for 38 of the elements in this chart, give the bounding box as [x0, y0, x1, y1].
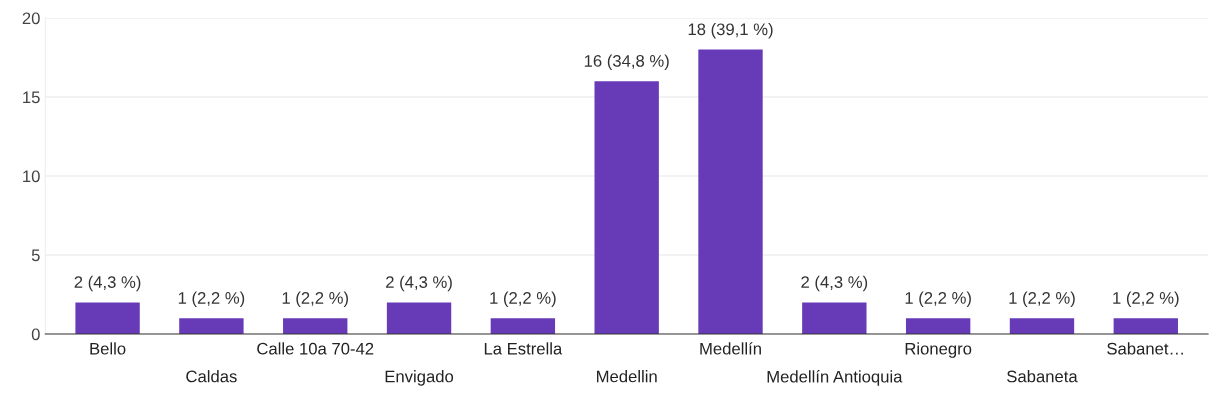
data-label: 1 (2,2 %) — [1113, 291, 1179, 308]
x-tick-label: Rionegro — [905, 342, 972, 358]
bar — [698, 49, 763, 334]
bar — [1009, 318, 1075, 334]
x-tick-label: Bello — [90, 342, 126, 355]
x-tick-label: Medellín — [700, 342, 761, 355]
bar — [386, 302, 452, 334]
x-tick-label: Sabaneta — [1007, 370, 1078, 383]
y-tick-label: 5 — [31, 249, 40, 262]
data-label: 1 (2,2 %) — [1009, 291, 1075, 308]
x-tick-label: Medellin — [597, 370, 657, 383]
data-label: 2 (4,3 %) — [386, 275, 452, 292]
x-tick-label: Calle 10a 70-42 — [257, 342, 374, 355]
data-label: 1 (2,2 %) — [282, 291, 348, 308]
bar — [594, 81, 659, 334]
data-label: 18 (39,1 %) — [688, 22, 773, 39]
y-tick-label: 20 — [22, 12, 40, 25]
x-tick-label: Medellín Antioquia — [767, 370, 903, 386]
bar — [905, 318, 971, 334]
x-tick-label: Caldas — [186, 370, 237, 383]
y-tick-label: 10 — [23, 170, 40, 183]
bar — [490, 318, 556, 334]
data-label: 1 (2,2 %) — [905, 291, 971, 308]
data-label: 1 (2,2 %) — [490, 291, 556, 308]
y-tick-label: 0 — [31, 328, 40, 341]
data-label: 1 (2,2 %) — [178, 291, 245, 308]
bar — [75, 302, 140, 334]
data-label: 2 (4,3 %) — [74, 275, 141, 292]
bar — [179, 318, 244, 334]
y-tick-label: 15 — [23, 91, 40, 104]
data-label: 2 (4,3 %) — [801, 275, 868, 292]
data-label: 16 (34,8 %) — [584, 54, 669, 71]
x-tick-label: Envigado — [385, 370, 454, 386]
bar — [1113, 318, 1178, 334]
x-tick-label: La Estrella — [484, 342, 563, 355]
bar — [283, 318, 348, 334]
x-tick-label: Sabanet… — [1107, 342, 1183, 355]
bar — [802, 302, 867, 334]
